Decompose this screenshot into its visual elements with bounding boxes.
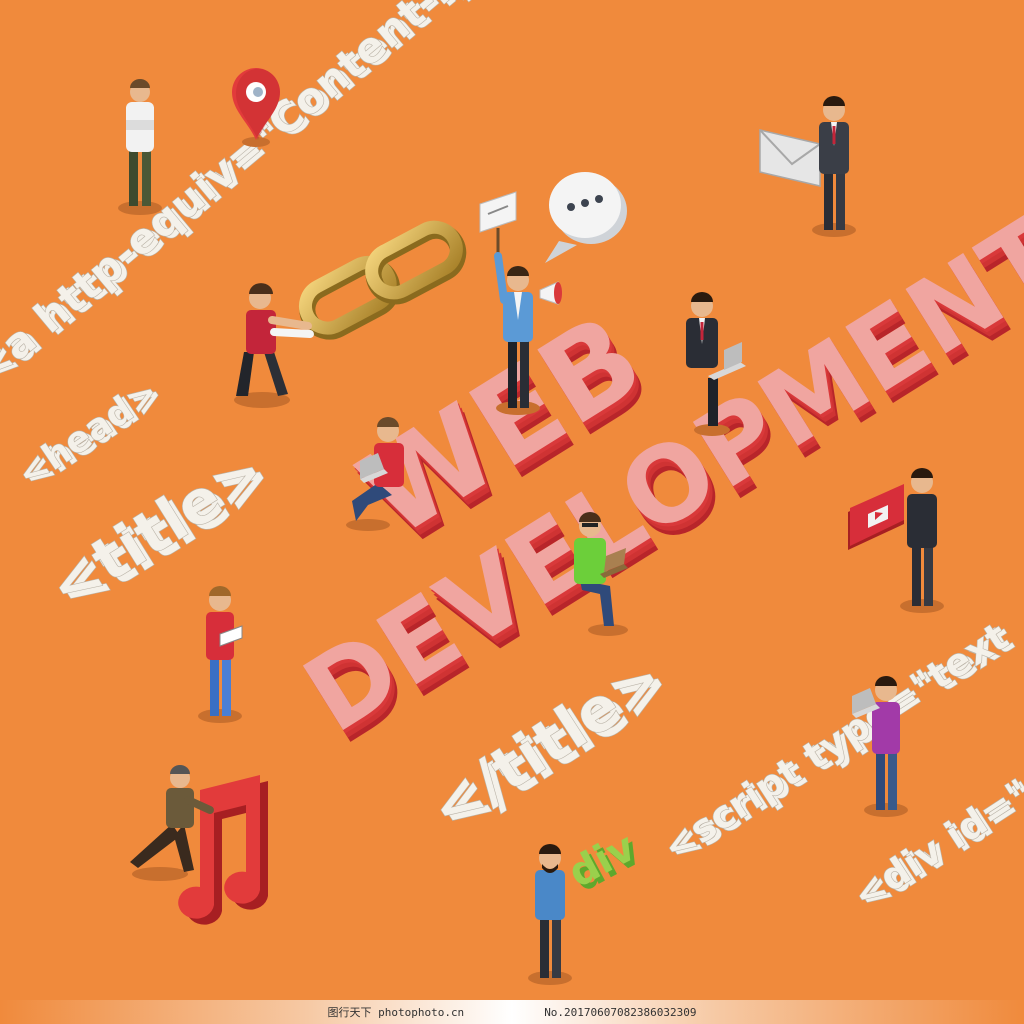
watermark-id: No.20170607082386032309 [544,1006,696,1019]
watermark-site: 图行天下 photophoto.cn [327,1004,464,1020]
watermark-bar: 图行天下 photophoto.cn No.201706070823860323… [0,1000,1024,1024]
